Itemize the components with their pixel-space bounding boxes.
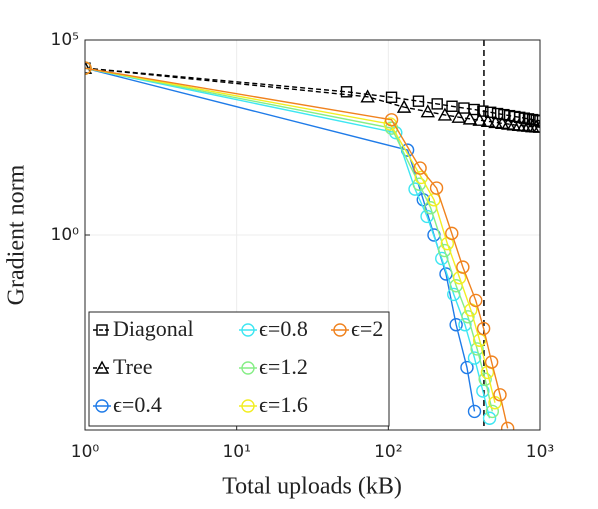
marker [476,321,491,336]
x-tick-label: 10³ [526,442,554,462]
marker [478,372,492,386]
marker [384,113,399,127]
plot [85,40,540,430]
x-tick-label: 10⁰ [71,442,100,462]
marker [482,411,497,425]
series-line [85,67,540,122]
series-line [85,67,540,128]
marker [469,293,483,308]
legend-label: ϵ=0.8 [259,316,308,341]
marker [412,95,425,107]
marker [85,61,92,75]
marker [451,109,466,123]
marker [85,60,93,74]
marker [470,342,484,356]
series-line [85,67,494,412]
marker [461,310,475,324]
legend: Diagonal Tree ϵ=0.4 ϵ=0.8 ϵ=1.2 ϵ=1.6 ϵ=2 [88,311,390,427]
marker [467,404,482,419]
legend-box [88,311,390,427]
marker [437,243,452,258]
marker [333,323,347,337]
marker [396,99,412,113]
legend-label: ϵ=1.2 [259,354,308,379]
marker [241,361,255,375]
marker [477,105,489,117]
marker [488,114,503,129]
marker [449,318,463,332]
marker [532,119,540,133]
marker [472,112,487,126]
series-line [85,67,496,403]
marker [94,360,110,374]
marker [462,111,478,125]
legend-label: Tree [113,354,153,379]
marker [413,161,427,175]
marker [241,323,255,337]
marker [437,107,453,121]
marker [467,351,482,365]
x-tick-label: 10² [374,442,402,462]
marker [500,421,515,430]
legend-label: ϵ=1.6 [259,392,308,417]
legend-label: ϵ=2 [351,316,383,341]
y-tick-label: 10⁵ [51,30,79,50]
legend-label: ϵ=0.4 [113,392,162,417]
marker [491,107,504,120]
marker [480,113,496,128]
marker [485,404,500,419]
marker [460,360,474,375]
x-tick-label: 10¹ [222,442,250,462]
ticks: 10⁰ 10¹ 10² 10³ 10⁰ 10⁵ [51,30,555,462]
series-line [85,67,491,419]
series-line [85,67,509,429]
marker [340,86,353,98]
marker [534,115,540,127]
marker [445,226,459,241]
marker [385,91,398,103]
marker [96,324,108,336]
marker [484,355,499,369]
legend-label: Diagonal [113,316,194,341]
marker [95,399,109,413]
marker [484,106,497,119]
marker [420,104,435,118]
marker [241,399,255,413]
y-axis-label: Gradient norm [4,164,30,305]
marker [493,388,507,402]
marker [429,181,444,195]
marker [456,260,470,274]
x-axis-label: Total uploads (kB) [222,474,402,500]
marker [472,333,487,347]
y-tick-label: 10⁰ [51,225,80,245]
marker [446,100,458,112]
marker [360,89,375,103]
marker [431,98,443,110]
marker [468,103,480,116]
